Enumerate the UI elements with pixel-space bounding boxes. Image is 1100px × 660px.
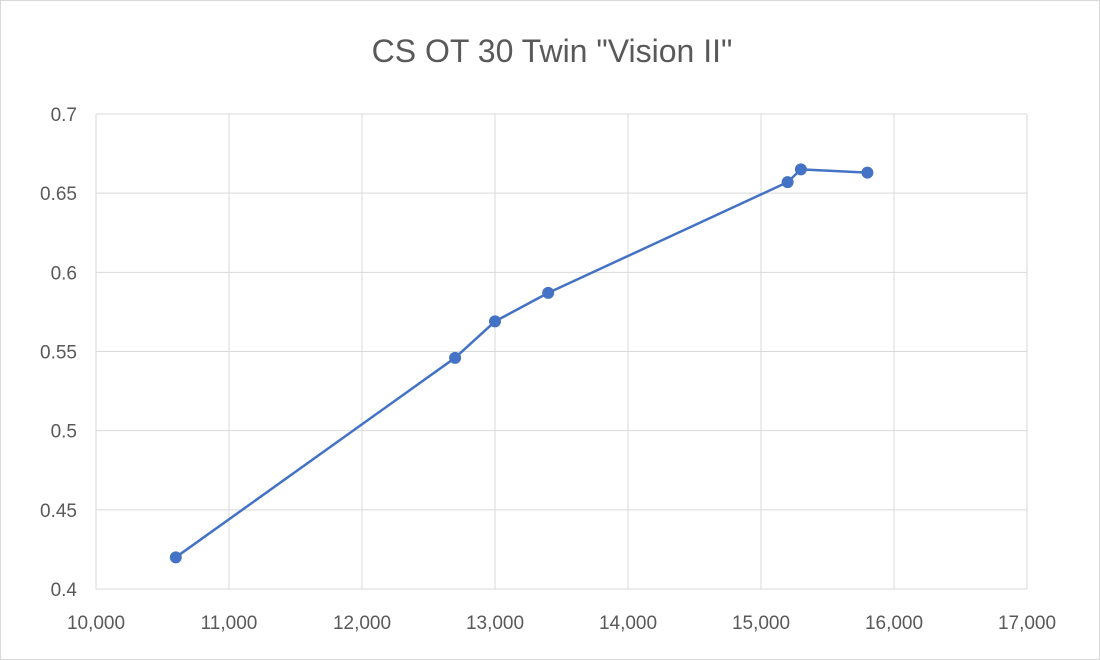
grid: [95, 113, 1028, 590]
y-tick-label: 0.7: [51, 105, 77, 126]
chart-title: CS OT 30 Twin "Vision II": [372, 33, 733, 69]
y-tick-label: 0.5: [51, 422, 77, 443]
data-point: [449, 351, 462, 364]
data-point: [861, 166, 874, 179]
x-tick-label: 16,000: [865, 613, 923, 634]
data-point: [794, 163, 807, 176]
y-tick-label: 0.4: [51, 580, 78, 601]
series-line: [175, 168, 868, 559]
x-tick-label: 11,000: [201, 613, 258, 634]
series-group: [169, 163, 874, 564]
y-tick-label: 0.55: [40, 343, 77, 364]
data-point: [781, 176, 794, 189]
x-tick-label: 13,000: [466, 613, 524, 634]
data-point: [542, 286, 555, 299]
x-tick-label: 14,000: [599, 613, 657, 634]
y-tick-label: 0.6: [51, 263, 77, 284]
y-tick-label: 0.65: [40, 184, 77, 205]
data-point: [489, 315, 501, 328]
y-axis-ticks: 0.4 0.45 0.5 0.55 0.6 0.65 0.7: [40, 105, 77, 601]
x-tick-label: 17,000: [998, 613, 1056, 634]
x-tick-label: 10,000: [67, 613, 125, 634]
x-axis-ticks: 10,000 11,000 12,000 13,000 14,000 15,000 16,0…: [67, 613, 1056, 634]
y-tick-label: 0.45: [40, 501, 77, 522]
data-point: [169, 551, 182, 564]
x-tick-label: 12,000: [333, 613, 391, 634]
x-tick-label: 15,000: [732, 613, 790, 634]
